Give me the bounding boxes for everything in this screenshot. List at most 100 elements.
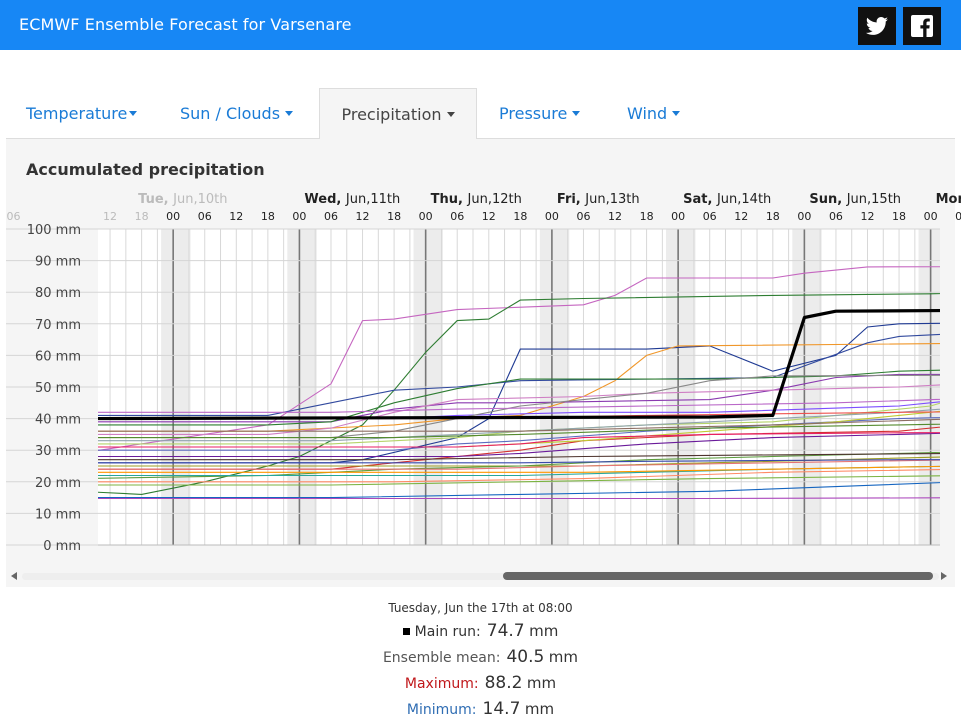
ensemble-member-line — [98, 432, 940, 458]
facebook-share-button[interactable] — [903, 7, 941, 45]
summary-min: Minimum: 14.7 mm — [0, 696, 961, 722]
summary-max: Maximum: 88.2 mm — [0, 670, 961, 696]
tab-sun-clouds[interactable]: Sun / Clouds — [180, 88, 294, 138]
ensemble-member-line — [98, 423, 940, 439]
mean-value: 40.5 — [506, 647, 545, 667]
y-tick-label: 0 mm — [43, 539, 81, 554]
ensemble-member-line — [98, 475, 940, 486]
twitter-share-button[interactable] — [858, 7, 896, 45]
hour-tick-label: 06 — [198, 210, 212, 223]
tab-wind[interactable]: Wind — [627, 88, 681, 138]
min-label: Minimum: — [406, 702, 477, 718]
summary-timestamp: Tuesday, Jun the 17th at 08:00 — [388, 601, 573, 615]
ensemble-member-line — [98, 453, 940, 461]
tab-precipitation[interactable]: Precipitation — [319, 88, 477, 140]
summary-main-run: Main run: 74.7 mm — [0, 618, 961, 644]
main-run-value: 74.7 — [486, 621, 525, 641]
y-tick-label: 30 mm — [35, 444, 81, 459]
caret-down-icon — [572, 111, 581, 116]
hour-tick-label: 00 — [292, 210, 306, 223]
y-tick-label: 80 mm — [35, 286, 81, 301]
page-title: ECMWF Ensemble Forecast for Varsenare — [19, 15, 352, 34]
summary-mean: Ensemble mean: 40.5 mm — [0, 644, 961, 670]
tab-label: Precipitation — [341, 105, 442, 124]
y-tick-label: 100 mm — [27, 223, 81, 238]
hour-tick-label: 18 — [766, 210, 780, 223]
day-label: Fri, Jun,13th — [557, 192, 640, 207]
main-run-label: Main run: — [414, 624, 481, 640]
facebook-icon — [911, 15, 933, 37]
hour-tick-label: 06 — [829, 210, 843, 223]
ensemble-member-line — [98, 402, 940, 445]
ensemble-member-line — [98, 497, 940, 500]
max-value: 88.2 — [484, 673, 523, 693]
tab-pressure[interactable]: Pressure — [499, 88, 581, 138]
hour-tick-label: 18 — [892, 210, 906, 223]
hour-tick-label: 18 — [387, 210, 401, 223]
y-tick-label: 90 mm — [35, 255, 81, 270]
ensemble-member-line — [98, 408, 940, 442]
hour-tick-label: 00 — [924, 210, 938, 223]
hour-tick-label: 12 — [734, 210, 748, 223]
caret-down-icon — [285, 111, 294, 116]
hour-tick-label: 00 — [797, 210, 811, 223]
tab-label: Sun / Clouds — [180, 104, 281, 123]
tab-label: Temperature — [26, 104, 128, 123]
ensemble-member-line — [98, 469, 940, 483]
hour-tick-label: 18 — [135, 210, 149, 223]
scroll-thumb[interactable] — [503, 572, 933, 580]
main-run-line — [98, 308, 940, 421]
ensemble-member-line — [98, 418, 940, 432]
ensemble-member-line — [98, 432, 940, 448]
ensemble-members — [98, 266, 940, 500]
day-label: Thu, Jun,12th — [431, 192, 522, 207]
tab-label: Wind — [627, 104, 668, 123]
hour-tick-label: 12 — [103, 210, 117, 223]
mean-label: Ensemble mean: — [382, 650, 501, 666]
y-tick-label: 10 mm — [35, 507, 81, 522]
hour-tick-label: 06 — [955, 210, 961, 223]
ensemble-member-line — [98, 417, 940, 451]
hour-tick-label: 18 — [513, 210, 527, 223]
hour-tick-label: 12 — [356, 210, 370, 223]
hour-tick-label: 12 — [229, 210, 243, 223]
caret-down-icon — [129, 111, 138, 116]
main-run-unit: mm — [529, 622, 559, 640]
ensemble-member-line — [98, 426, 940, 470]
min-value: 14.7 — [482, 699, 521, 719]
hour-tick-label: 00 — [166, 210, 180, 223]
ensemble-member-line — [98, 333, 940, 416]
min-unit: mm — [524, 700, 555, 718]
day-label: Sat, Jun,14th — [683, 192, 771, 207]
y-tick-label: 20 mm — [35, 476, 81, 491]
scroll-track[interactable] — [22, 573, 939, 580]
scroll-right-arrow-icon[interactable] — [941, 572, 947, 580]
day-label: Tue, Jun,10th — [138, 192, 227, 207]
ensemble-member-line — [98, 293, 940, 495]
ensemble-member-line — [98, 465, 940, 473]
hour-tick-label: 12 — [608, 210, 622, 223]
max-label: Maximum: — [404, 676, 479, 692]
y-tick-label: 70 mm — [35, 318, 81, 333]
precipitation-chart[interactable]: 0 mm 10 mm 20 mm 30 mm 40 mm 50 mm 60 mm 70 mm 8… — [0, 0, 961, 600]
ensemble-member-line — [98, 369, 940, 426]
main-run-square-icon — [402, 628, 410, 635]
hour-tick-label: 06 — [703, 210, 717, 223]
chart-title: Accumulated precipitation — [26, 160, 265, 179]
day-label: Wed, Jun,11th — [304, 192, 400, 207]
hour-tick-label: 00 — [671, 210, 685, 223]
hour-tick-label: 18 — [640, 210, 654, 223]
tooltip-summary: Tuesday, Jun the 17th at 08:00 Main run:… — [0, 598, 961, 722]
hour-tick-label: 00 — [419, 210, 433, 223]
hour-tick-label: 06 — [324, 210, 338, 223]
hour-tick-label: 00 — [545, 210, 559, 223]
hour-tick-label: 18 — [261, 210, 275, 223]
hour-tick-label: 06 — [576, 210, 590, 223]
scroll-left-arrow-icon[interactable] — [11, 572, 17, 580]
ensemble-member-line — [98, 482, 940, 499]
chart-scrollbar[interactable] — [6, 568, 955, 584]
tab-temperature[interactable]: Temperature — [26, 88, 138, 138]
ensemble-member-line — [98, 398, 940, 413]
app-header: ECMWF Ensemble Forecast for Varsenare — [0, 0, 961, 50]
hour-tick-label: 12 — [861, 210, 875, 223]
